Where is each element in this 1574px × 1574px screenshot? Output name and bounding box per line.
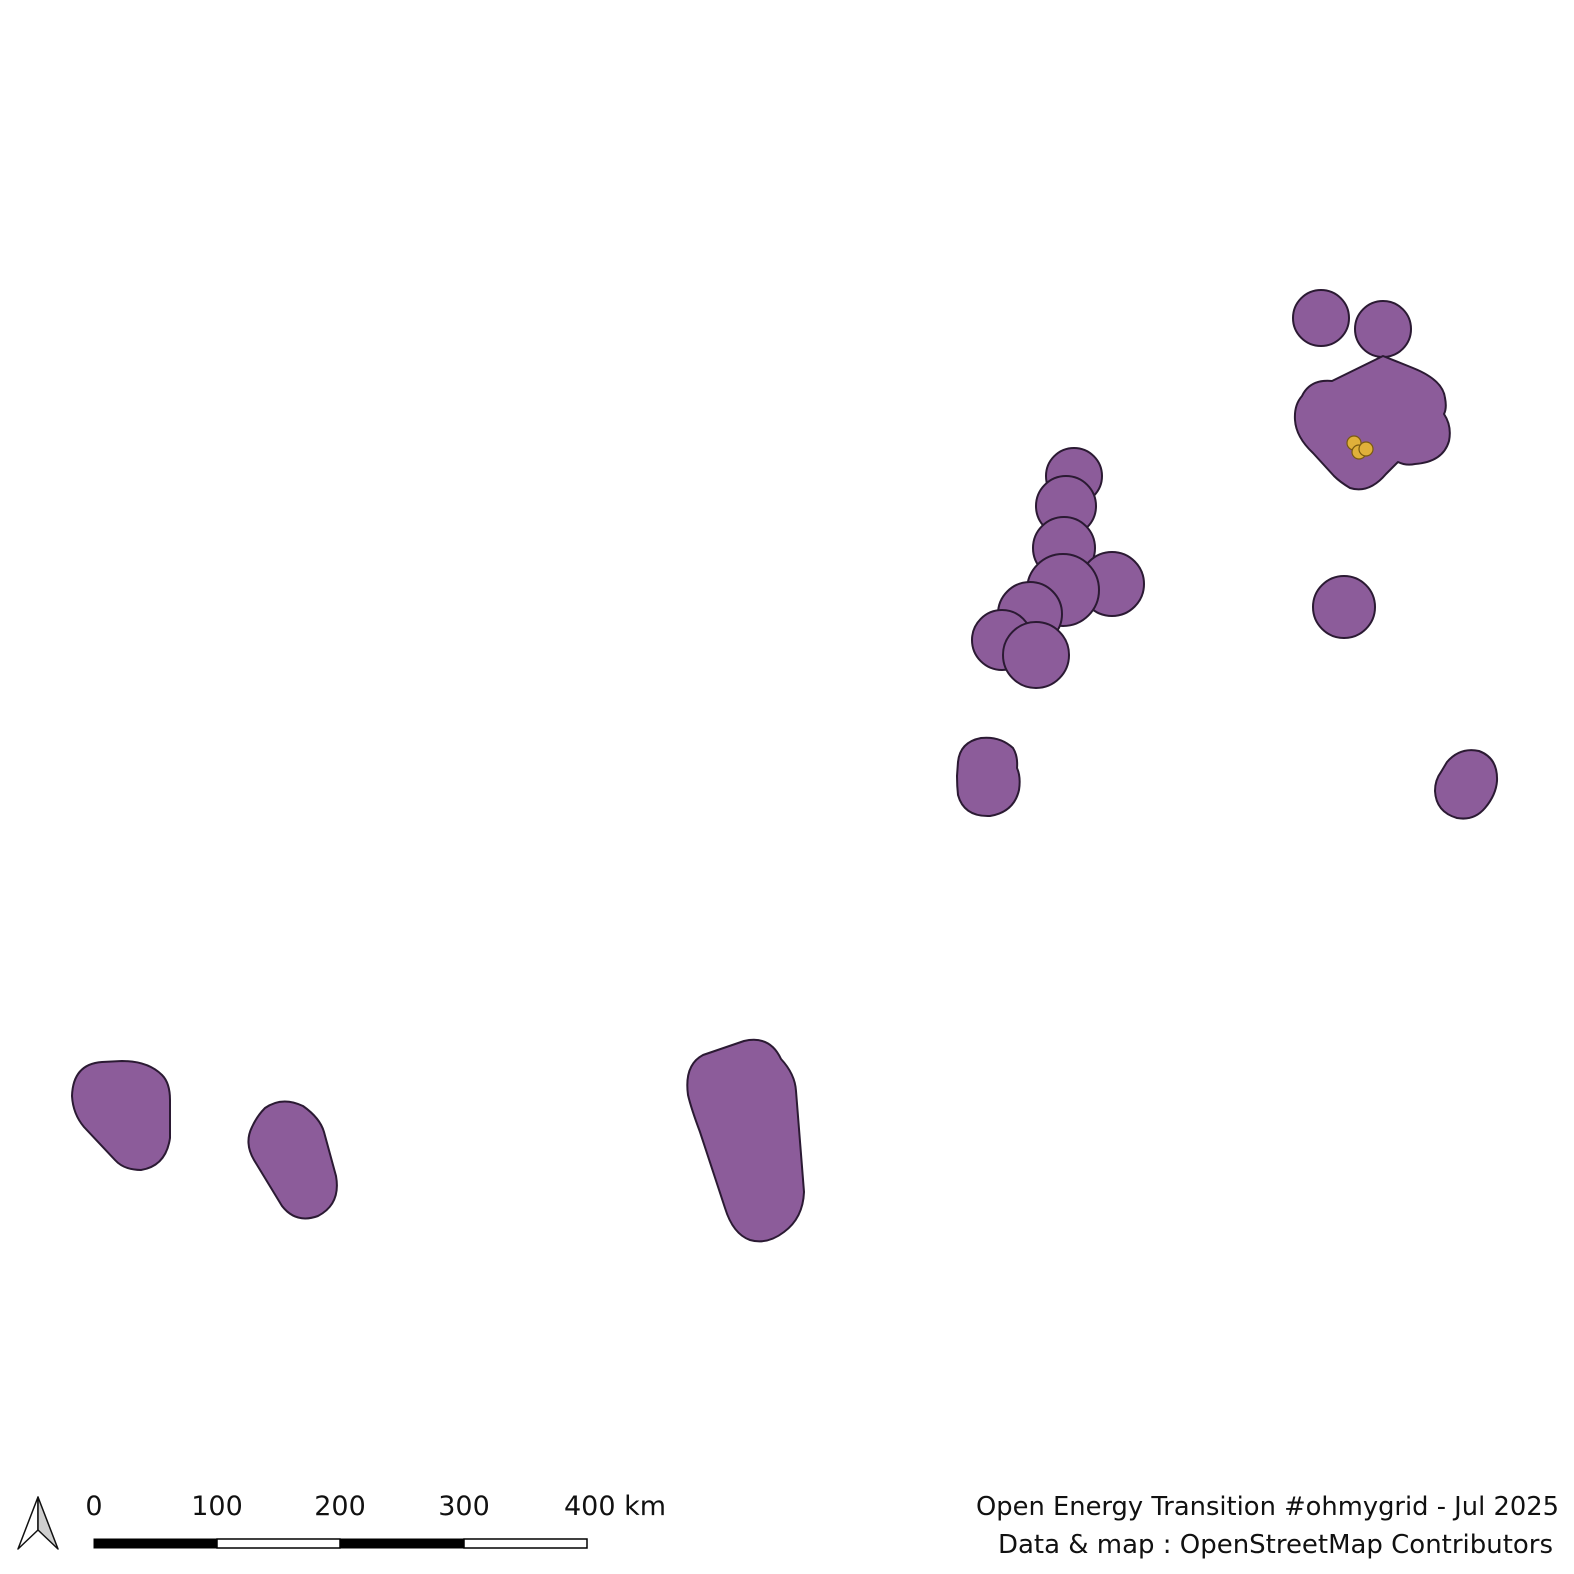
site-point[interactable] — [1358, 441, 1374, 457]
region-center-south[interactable] — [956, 736, 1021, 818]
north-arrow-icon — [17, 1496, 59, 1550]
scale-tick-0: 0 — [85, 1491, 102, 1522]
region-center-h[interactable] — [1002, 621, 1070, 689]
scale-segment-3 — [339, 1538, 465, 1549]
region-ne-small-2[interactable] — [1354, 300, 1412, 358]
region-south-west-center[interactable] — [247, 1100, 338, 1220]
scale-tick-200: 200 — [314, 1491, 366, 1522]
scale-segment-1 — [93, 1538, 218, 1549]
coverage-layer — [71, 289, 1499, 1243]
sites-layer — [1346, 435, 1374, 460]
scale-segment-2 — [216, 1538, 341, 1549]
credits: Open Energy Transition #ohmygrid - Jul 2… — [976, 1492, 1559, 1560]
region-sw[interactable] — [71, 1060, 171, 1171]
region-ne-south[interactable] — [1312, 575, 1376, 639]
region-ne-main[interactable] — [1293, 355, 1451, 491]
credit-line-1: Open Energy Transition #ohmygrid - Jul 2… — [976, 1492, 1559, 1522]
credit-line-2: Data & map : OpenStreetMap Contributors — [998, 1530, 1553, 1560]
scale-tick-400: 400 km — [564, 1491, 666, 1522]
region-east[interactable] — [1434, 749, 1499, 820]
scale-segment-4 — [463, 1538, 588, 1549]
region-ne-small-1[interactable] — [1292, 289, 1350, 347]
scale-tick-300: 300 — [438, 1491, 490, 1522]
scale-bar: 0 100 200 300 400 km — [85, 1491, 666, 1549]
scale-tick-100: 100 — [191, 1491, 243, 1522]
region-south-center[interactable] — [686, 1038, 805, 1243]
